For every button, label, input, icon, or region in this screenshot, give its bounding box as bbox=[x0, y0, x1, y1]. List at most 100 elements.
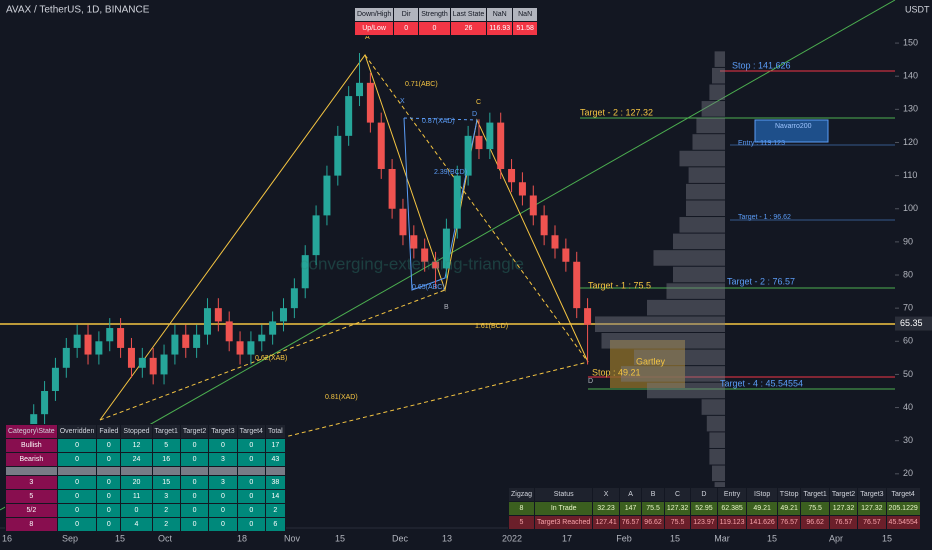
candle-body bbox=[84, 334, 92, 355]
header-cell: X bbox=[592, 487, 620, 502]
header-cell: Target4 bbox=[236, 424, 266, 439]
cell: 0 bbox=[56, 503, 98, 518]
data-row: 3 0 0 20 15 0 3 0 38 bbox=[5, 475, 286, 490]
candle-body bbox=[573, 261, 581, 309]
x-tick-label: Oct bbox=[158, 533, 173, 543]
cell: 0 bbox=[120, 503, 153, 518]
cell: 0 bbox=[96, 475, 122, 490]
x-tick-label: Nov bbox=[284, 533, 301, 543]
header-cell: Target2 bbox=[828, 487, 859, 502]
cell: 0 bbox=[236, 517, 266, 532]
cell: 38 bbox=[264, 475, 286, 490]
cell: 4 bbox=[120, 517, 153, 532]
cell: 0 bbox=[96, 438, 122, 453]
cell: 32.23 bbox=[592, 501, 620, 516]
x-tick-label: 15 bbox=[767, 533, 777, 543]
cell: 116.93 bbox=[486, 21, 514, 36]
x-tick-label: Sep bbox=[62, 533, 78, 543]
watermark: converging-extending-triangle bbox=[300, 254, 524, 273]
annotation: Target - 2 : 76.57 bbox=[727, 276, 795, 286]
annotation: Target - 4 : 45.54554 bbox=[720, 378, 803, 388]
candle-body bbox=[301, 255, 309, 289]
cell: 17 bbox=[264, 438, 286, 453]
cell: 0 bbox=[179, 452, 210, 467]
volume-bar bbox=[696, 117, 725, 134]
annotation: Entry : 119.123 bbox=[738, 140, 785, 147]
cell: 75.5 bbox=[641, 501, 665, 516]
annotation: Target - 2 : 127.32 bbox=[580, 107, 653, 117]
annotation: 1.61(BCD) bbox=[475, 323, 508, 330]
separator bbox=[236, 466, 266, 476]
separator bbox=[179, 466, 210, 476]
x-tick-label: 15 bbox=[882, 533, 892, 543]
candle-body bbox=[312, 215, 320, 256]
cell: 76.57 bbox=[618, 515, 643, 530]
candle-body bbox=[269, 321, 277, 335]
cell: 141.626 bbox=[746, 515, 778, 530]
candle-body bbox=[356, 82, 364, 97]
cell: 96.62 bbox=[641, 515, 665, 530]
header-cell: Stopped bbox=[120, 424, 153, 439]
cell: 5 bbox=[507, 515, 536, 530]
y-tick-label: 60 bbox=[903, 336, 913, 346]
candle-body bbox=[508, 168, 516, 183]
x-tick-label: 17 bbox=[562, 533, 572, 543]
annotation: D bbox=[472, 111, 477, 118]
x-tick-label: Apr bbox=[829, 533, 843, 543]
cell: 8 bbox=[507, 501, 536, 516]
y-tick-label: 140 bbox=[903, 71, 918, 81]
volume-bar bbox=[692, 134, 725, 150]
cell: 0 bbox=[236, 475, 266, 490]
volume-bar bbox=[709, 448, 725, 465]
cell: Bullish bbox=[5, 438, 58, 453]
volume-bar bbox=[647, 382, 725, 399]
y-tick-label: 90 bbox=[903, 236, 913, 246]
cell: 51.58 bbox=[512, 21, 539, 36]
candle-body bbox=[410, 235, 418, 249]
cell: 0 bbox=[96, 503, 122, 518]
cell: 0 bbox=[179, 489, 210, 504]
summary-table: Down/High Dir Strength Last State NaN NaN Up/L… bbox=[353, 7, 539, 36]
annotation: Stop : 49.21 bbox=[592, 367, 641, 377]
cell: 0 bbox=[96, 452, 122, 467]
cell: 123.97 bbox=[690, 515, 718, 530]
candle-body bbox=[388, 168, 396, 209]
candle-body bbox=[149, 357, 157, 375]
data-row: Bullish 0 0 12 5 0 0 0 17 bbox=[5, 438, 286, 453]
header-cell: IStop bbox=[746, 487, 778, 502]
candle-body bbox=[551, 235, 559, 249]
candle-body bbox=[377, 122, 385, 169]
cell: 3 bbox=[208, 452, 238, 467]
candle-body bbox=[280, 308, 287, 322]
annotation: Stop : 141.626 bbox=[732, 60, 791, 70]
cell: 16 bbox=[151, 452, 181, 467]
cell: 0 bbox=[179, 517, 210, 532]
cell: 127.32 bbox=[663, 501, 692, 516]
header-cell: NaN bbox=[486, 7, 514, 22]
cell: 0 bbox=[208, 517, 238, 532]
trade-table: Zigzag Status X A B C D Entry IStop TStop Target1 T… bbox=[507, 487, 921, 530]
header-cell: Target3 bbox=[208, 424, 238, 439]
cell: 205.1229 bbox=[885, 501, 921, 516]
cell: 8 bbox=[5, 517, 58, 532]
candle-body bbox=[247, 341, 255, 355]
volume-bar bbox=[647, 299, 725, 316]
volume-bar bbox=[679, 217, 725, 233]
cell: 76.57 bbox=[857, 515, 887, 530]
cell: 0 bbox=[208, 438, 238, 453]
y-tick-label: 110 bbox=[903, 170, 917, 180]
candle-body bbox=[127, 347, 135, 368]
annotation: C bbox=[476, 99, 481, 106]
header-cell: Dir bbox=[393, 7, 420, 22]
cell: 6 bbox=[264, 517, 286, 532]
volume-bar bbox=[601, 333, 725, 349]
candle-body bbox=[323, 175, 331, 216]
candle-body bbox=[182, 334, 190, 348]
data-row: 5 Target3 Reached 127.41 76.57 96.62 75.5 123.… bbox=[507, 515, 921, 530]
candle-body bbox=[442, 228, 450, 269]
header-cell: C bbox=[663, 487, 692, 502]
data-row: Up/Low 0 0 26 116.93 51.58 bbox=[353, 21, 539, 36]
candle-body bbox=[160, 354, 168, 375]
cell: 0 bbox=[179, 438, 210, 453]
candle-body bbox=[529, 195, 537, 216]
